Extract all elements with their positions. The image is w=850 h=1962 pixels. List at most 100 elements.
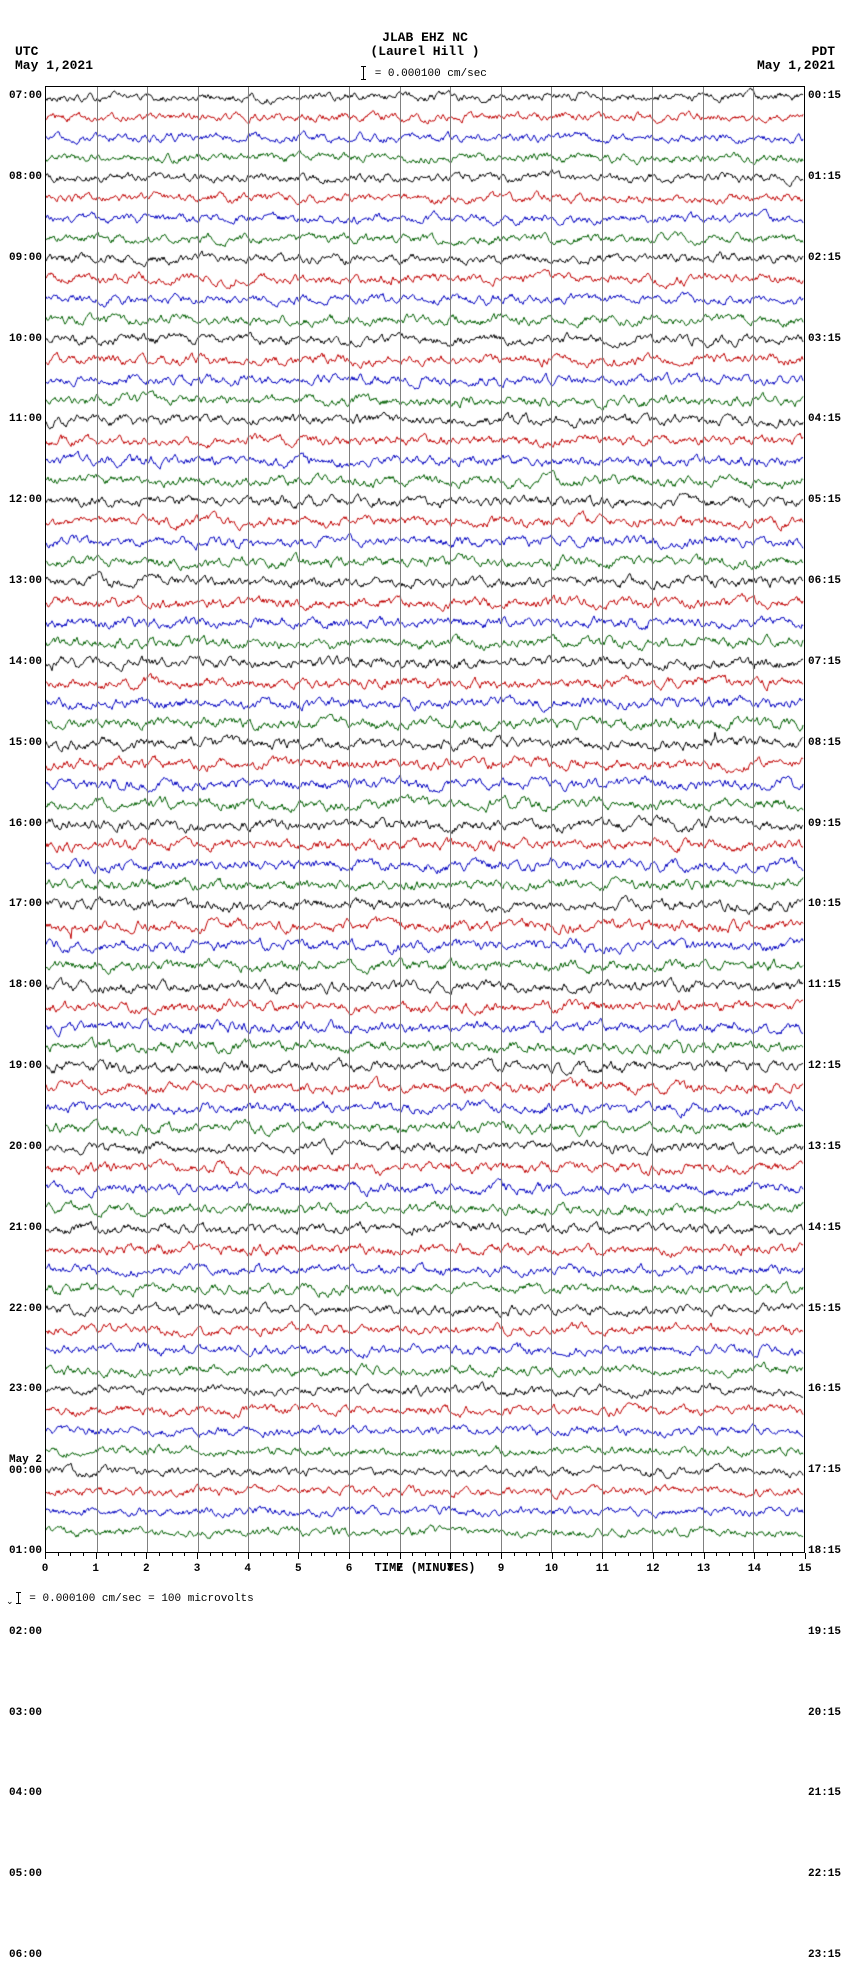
x-tick [425, 1553, 426, 1556]
x-tick [45, 1553, 46, 1559]
utc-time-label: 04:00 [9, 1787, 42, 1799]
pdt-time-label: 05:15 [808, 494, 841, 506]
scale-bar-icon [363, 66, 364, 80]
seismogram-plot [45, 86, 805, 1553]
x-tick [96, 1553, 97, 1559]
pdt-time-label: 11:15 [808, 979, 841, 991]
pdt-time-label: 17:15 [808, 1464, 841, 1476]
seismogram-canvas [46, 87, 804, 1552]
utc-time-label: 12:00 [9, 494, 42, 506]
x-tick [514, 1553, 515, 1556]
pdt-time-label: 18:15 [808, 1545, 841, 1557]
utc-time-label: 09:00 [9, 252, 42, 264]
utc-time-label: 13:00 [9, 575, 42, 587]
pdt-time-label: 21:15 [808, 1787, 841, 1799]
pdt-time-label: 09:15 [808, 818, 841, 830]
x-tick [628, 1553, 629, 1556]
footer-scale-bar-icon [18, 1592, 19, 1604]
x-tick [159, 1553, 160, 1556]
pdt-time-label: 06:15 [808, 575, 841, 587]
x-tick [792, 1553, 793, 1556]
utc-time-label: 22:00 [9, 1303, 42, 1315]
utc-time-label: 08:00 [9, 171, 42, 183]
x-tick [222, 1553, 223, 1556]
gridline [248, 87, 249, 1552]
footer-scale-text: = 0.000100 cm/sec = 100 microvolts [29, 1593, 253, 1605]
gridline [501, 87, 502, 1552]
x-tick [197, 1553, 198, 1559]
x-tick [121, 1553, 122, 1556]
x-tick [70, 1553, 71, 1556]
x-tick [691, 1553, 692, 1556]
x-tick [134, 1553, 135, 1556]
x-tick [387, 1553, 388, 1556]
x-tick [716, 1553, 717, 1556]
pdt-time-label: 10:15 [808, 898, 841, 910]
x-tick [564, 1553, 565, 1556]
pdt-time-label: 02:15 [808, 252, 841, 264]
x-tick [311, 1553, 312, 1556]
x-axis-ticks: 0123456789101112131415 [45, 1553, 805, 1561]
pdt-time-label: 20:15 [808, 1707, 841, 1719]
x-tick [324, 1553, 325, 1556]
utc-time-label: 20:00 [9, 1141, 42, 1153]
utc-time-label: 07:00 [9, 90, 42, 102]
gridline [753, 87, 754, 1552]
gridline [299, 87, 300, 1552]
utc-time-label: 10:00 [9, 333, 42, 345]
utc-time-label: 17:00 [9, 898, 42, 910]
x-tick [653, 1553, 654, 1559]
x-tick [577, 1553, 578, 1556]
x-tick [273, 1553, 274, 1556]
x-tick [349, 1553, 350, 1559]
utc-time-label: 19:00 [9, 1060, 42, 1072]
helicorder-figure: UTC May 1,2021 PDT May 1,2021 JLAB EHZ N… [0, 0, 850, 1613]
x-tick [260, 1553, 261, 1556]
x-tick [590, 1553, 591, 1556]
utc-time-label: 06:00 [9, 1949, 42, 1961]
station-title: JLAB EHZ NC [0, 30, 850, 45]
x-tick [298, 1553, 299, 1559]
utc-time-label: 11:00 [9, 413, 42, 425]
gridline [349, 87, 350, 1552]
pdt-time-label: 07:15 [808, 656, 841, 668]
gridline [450, 87, 451, 1552]
x-tick [450, 1553, 451, 1559]
gridline [147, 87, 148, 1552]
x-tick [210, 1553, 211, 1556]
pdt-time-label: 15:15 [808, 1303, 841, 1315]
x-tick [501, 1553, 502, 1559]
x-tick [742, 1553, 743, 1556]
x-tick [286, 1553, 287, 1556]
x-tick [58, 1553, 59, 1556]
x-tick [400, 1553, 401, 1559]
gridline [198, 87, 199, 1552]
x-tick [412, 1553, 413, 1556]
pdt-time-label: 08:15 [808, 737, 841, 749]
station-subtitle: (Laurel Hill ) [0, 44, 850, 59]
utc-time-label: 02:00 [9, 1626, 42, 1638]
x-tick [704, 1553, 705, 1559]
x-tick [83, 1553, 84, 1556]
utc-time-label: 23:00 [9, 1383, 42, 1395]
utc-time-labels: 07:0008:0009:0010:0011:0012:0013:0014:00… [2, 86, 44, 1553]
utc-time-label: 21:00 [9, 1222, 42, 1234]
utc-time-label: 01:00 [9, 1545, 42, 1557]
x-tick [526, 1553, 527, 1556]
header: UTC May 1,2021 PDT May 1,2021 JLAB EHZ N… [0, 0, 850, 80]
x-tick [602, 1553, 603, 1559]
utc-time-label: 03:00 [9, 1707, 42, 1719]
x-tick [463, 1553, 464, 1556]
x-tick [184, 1553, 185, 1556]
x-tick [805, 1553, 806, 1559]
gridline [652, 87, 653, 1552]
gridline [703, 87, 704, 1552]
x-tick [666, 1553, 667, 1556]
pdt-time-label: 14:15 [808, 1222, 841, 1234]
x-tick [729, 1553, 730, 1556]
x-tick [539, 1553, 540, 1556]
pdt-time-label: 01:15 [808, 171, 841, 183]
x-tick [146, 1553, 147, 1559]
utc-time-label: 16:00 [9, 818, 42, 830]
gridline [97, 87, 98, 1552]
